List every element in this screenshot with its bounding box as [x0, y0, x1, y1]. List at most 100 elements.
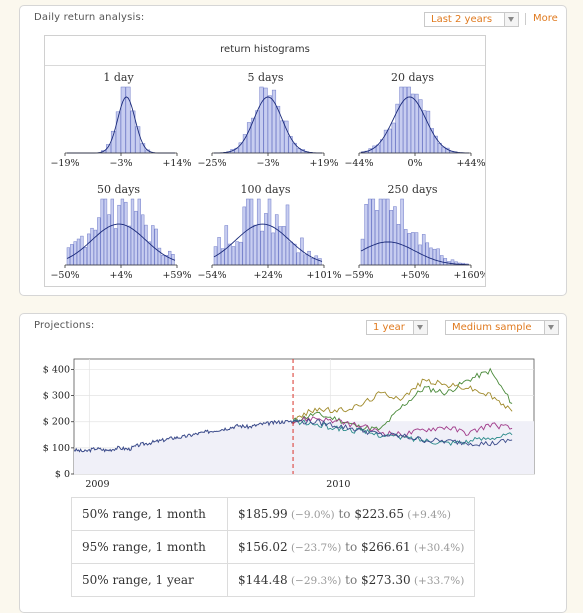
tick-label: +19%: [309, 158, 338, 169]
tick-label: −44%: [344, 158, 373, 169]
histogram-bar: [120, 86, 126, 154]
histogram-6: 250 days −59% +50% +160%: [344, 183, 485, 281]
to-label: to: [341, 573, 361, 587]
density-curve: [66, 223, 176, 261]
histogram-bar: [238, 241, 243, 266]
chevron-down-icon: [544, 321, 558, 334]
low-percent: (−29.3%): [287, 575, 342, 587]
tick-label: +50%: [400, 270, 429, 281]
tick-label: +4%: [109, 270, 132, 281]
histogram-bar: [217, 237, 221, 266]
histogram-bar: [360, 238, 365, 266]
x-tick-label: 2010: [326, 479, 350, 490]
histogram-label: 50 days: [97, 183, 140, 196]
histogram-4: 50 days −50% +4% +59%: [50, 183, 191, 281]
x-tick-label: 2009: [85, 479, 109, 490]
tick-label: −3%: [256, 158, 279, 169]
projection-line: [292, 416, 513, 438]
histogram-bar: [436, 248, 440, 266]
range-label: 50% range, 1 month: [71, 497, 228, 531]
tick-label: +160%: [453, 270, 485, 281]
histogram-bar: [274, 214, 279, 266]
range-label: 50% range, 1 year: [71, 563, 228, 597]
histogram-bar: [285, 204, 290, 266]
histogram-bar: [280, 120, 285, 154]
range-values: $185.99 (−9.0%) to $223.65 (+9.4%): [226, 497, 476, 531]
range-select[interactable]: Last 2 years: [424, 12, 519, 27]
histogram-bar: [246, 198, 250, 266]
histogram-bar: [364, 204, 368, 266]
histogram-bar: [389, 210, 394, 266]
histogram-bar: [114, 228, 118, 266]
histogram-bar: [411, 232, 415, 266]
histogram-3: 20 days −44% 0% +44%: [344, 71, 485, 169]
histogram-bar: [87, 233, 91, 266]
histogram-bar: [432, 248, 437, 266]
histogram-bar: [140, 143, 146, 154]
range-label: 95% range, 1 month: [71, 530, 228, 564]
tick-label: +101%: [306, 270, 341, 281]
histogram-bar: [242, 206, 247, 266]
history-line: [73, 419, 294, 454]
tick-label: 0%: [407, 158, 422, 169]
y-tick-label: $ 400: [43, 364, 70, 375]
return-histograms: 1 day −19% −3% +14% 5 days −25% −3% +19% 20 days…: [50, 71, 485, 281]
histogram-label: 20 days: [391, 71, 434, 84]
histogram-bar: [256, 198, 261, 266]
histogram-bar: [260, 230, 265, 266]
histogram-bar: [410, 93, 415, 154]
histogram-bar: [396, 224, 401, 266]
histogram-bar: [403, 86, 407, 154]
histogram-bar: [264, 213, 268, 266]
histogram-bar: [391, 122, 396, 154]
to-label: to: [334, 507, 355, 521]
histogram-bar: [120, 198, 125, 266]
histogram-bar: [144, 224, 148, 266]
histogram-bar: [147, 241, 152, 266]
histogram-bar: [253, 224, 257, 266]
histogram-bar: [137, 198, 141, 266]
histogram-bar: [282, 226, 286, 266]
period-select-value: 1 year: [373, 322, 405, 333]
histogram-bar: [387, 128, 392, 154]
projections-title: Projections:: [34, 320, 95, 331]
histogram-bar: [382, 198, 386, 266]
high-value: $223.65: [354, 507, 404, 521]
range-select-value: Last 2 years: [431, 14, 493, 25]
histogram-bar: [429, 247, 433, 266]
more-link[interactable]: More: [533, 13, 558, 24]
histogram-bar: [70, 244, 74, 266]
histogram-bar: [296, 252, 301, 266]
density-curve: [213, 96, 323, 154]
high-percent: (+33.7%): [410, 575, 465, 587]
histogram-bar: [414, 232, 419, 266]
histogram-bar: [103, 198, 108, 266]
histogram-bar: [93, 229, 98, 266]
histogram-bar: [161, 254, 165, 266]
histogram-label: 100 days: [241, 183, 291, 196]
histogram-bar: [303, 254, 308, 266]
projection-ranges-table: 50% range, 1 month $185.99 (−9.0%) to $22…: [71, 497, 476, 597]
histogram-bar: [107, 214, 111, 266]
histogram-bar: [367, 198, 372, 266]
range-values: $144.48 (−29.3%) to $273.30 (+33.7%): [226, 563, 476, 597]
density-curve: [213, 223, 323, 262]
sample-select[interactable]: Medium sample: [445, 320, 559, 335]
table-row: 50% range, 1 month $185.99 (−9.0%) to $22…: [71, 497, 476, 531]
histogram-bar: [267, 95, 272, 154]
period-select[interactable]: 1 year: [366, 320, 428, 335]
histogram-bar: [318, 258, 322, 266]
tick-label: −25%: [197, 158, 226, 169]
histogram-label: 5 days: [248, 71, 284, 84]
y-tick-label: $ 0: [55, 469, 70, 480]
density-curve: [360, 241, 469, 266]
histogram-bar: [307, 250, 311, 266]
histogram-bar: [439, 255, 444, 266]
histogram-label: 1 day: [103, 71, 134, 84]
histogram-bar: [421, 234, 426, 266]
histogram-5: 100 days −54% +24% +101%: [197, 183, 341, 281]
projection-line: [292, 418, 513, 447]
low-value: $156.02: [238, 540, 288, 554]
tick-label: +59%: [162, 270, 191, 281]
low-value: $144.48: [238, 573, 288, 587]
